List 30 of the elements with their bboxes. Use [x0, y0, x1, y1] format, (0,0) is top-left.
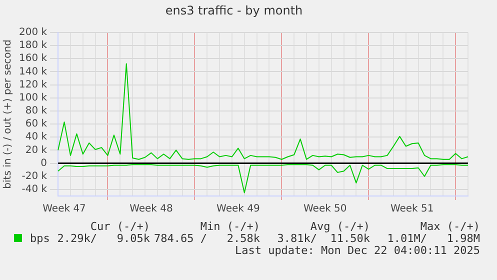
text: 2.29k/ 9.05k [57, 232, 150, 245]
x-tick-label: Week 48 [130, 204, 173, 215]
y-tick-label: 180 k [18, 40, 48, 52]
text: Min (-/+) [200, 220, 260, 233]
text: 1.01M/ 1.98M [387, 232, 480, 245]
x-tick-label: Week 49 [216, 204, 260, 215]
y-tick-label: 20 k [25, 144, 48, 156]
y-tick-label: 100 k [18, 92, 48, 104]
y-tick-label: 160 k [18, 53, 48, 64]
text: Max (-/+) [420, 220, 480, 233]
text: Avg (-/+) [310, 220, 370, 233]
y-tick-label: -40 k [22, 184, 48, 196]
text: 3.81k/ 11.50k [277, 232, 370, 245]
chart-title: ens3 traffic - by month [165, 3, 303, 18]
y-tick-label: 80 k [25, 106, 48, 117]
y-tick-label: 60 k [25, 118, 48, 130]
x-tick-label: Week 47 [42, 204, 86, 215]
y-tick-label: 40 k [25, 132, 48, 143]
text: 784.65 / 2.58k [154, 232, 260, 245]
text: Last update: Mon Dec 22 04:00:11 2025 [234, 244, 480, 257]
text: Cur (-/+) [90, 220, 150, 233]
x-tick-label: Week 50 [303, 204, 347, 215]
y-tick-label: 140 k [18, 66, 48, 78]
x-tick-label: Week 51 [390, 204, 434, 215]
y-tick-label: 120 k [18, 79, 48, 90]
legend-label: bps [29, 232, 50, 245]
y-axis-title: bits in (-) / out (+) per second [2, 40, 14, 189]
y-tick-label: 0 [40, 158, 48, 169]
y-tick-label: -20 k [22, 170, 48, 182]
y-tick-label: 200 k [18, 26, 48, 38]
